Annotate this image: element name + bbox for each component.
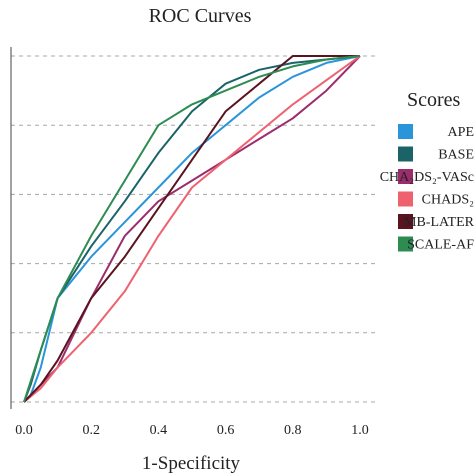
series-line-4 bbox=[23, 55, 360, 403]
legend-swatch-2 bbox=[398, 169, 413, 184]
x-tick-label-4: 0.8 bbox=[284, 423, 302, 438]
x-tick-label-0: 0.0 bbox=[15, 423, 33, 438]
x-tick-labels: 0.0 0.2 0.4 0.6 0.8 1.0 bbox=[15, 423, 369, 438]
legend-label-5: SCALE-AF bbox=[407, 238, 474, 253]
legend-title: Scores bbox=[407, 89, 461, 111]
series-lines bbox=[23, 55, 361, 403]
legend-swatch-1 bbox=[398, 146, 413, 162]
x-tick-label-3: 0.6 bbox=[217, 423, 235, 438]
legend: Scores APE BASE CHA₂DS₂-VASc CHADS₂ MB-LATER… bbox=[380, 89, 474, 253]
series-line-0 bbox=[23, 55, 361, 403]
legend-swatch-0 bbox=[398, 124, 413, 139]
series-line-3 bbox=[23, 55, 361, 403]
legend-label-2: CHA₂DS₂-VASc bbox=[380, 170, 474, 185]
legend-items: APE BASE CHA₂DS₂-VASc CHADS₂ MB-LATER SCALE-A… bbox=[380, 124, 474, 253]
legend-label-1: BASE bbox=[438, 148, 474, 163]
legend-label-4: MB-LATER bbox=[404, 215, 474, 230]
x-axis-label: 1-Specificity bbox=[142, 453, 241, 474]
legend-swatch-5 bbox=[398, 236, 413, 252]
legend-label-0: APE bbox=[448, 125, 474, 140]
legend-swatch-4 bbox=[398, 214, 413, 229]
chart-title: ROC Curves bbox=[149, 5, 252, 27]
series-line-5 bbox=[23, 55, 361, 403]
legend-label-3: CHADS₂ bbox=[422, 193, 474, 208]
x-tick-label-5: 1.0 bbox=[351, 423, 369, 438]
legend-swatch-3 bbox=[398, 191, 413, 207]
x-tick-label-2: 0.4 bbox=[150, 423, 168, 438]
x-tick-label-1: 0.2 bbox=[82, 423, 100, 438]
